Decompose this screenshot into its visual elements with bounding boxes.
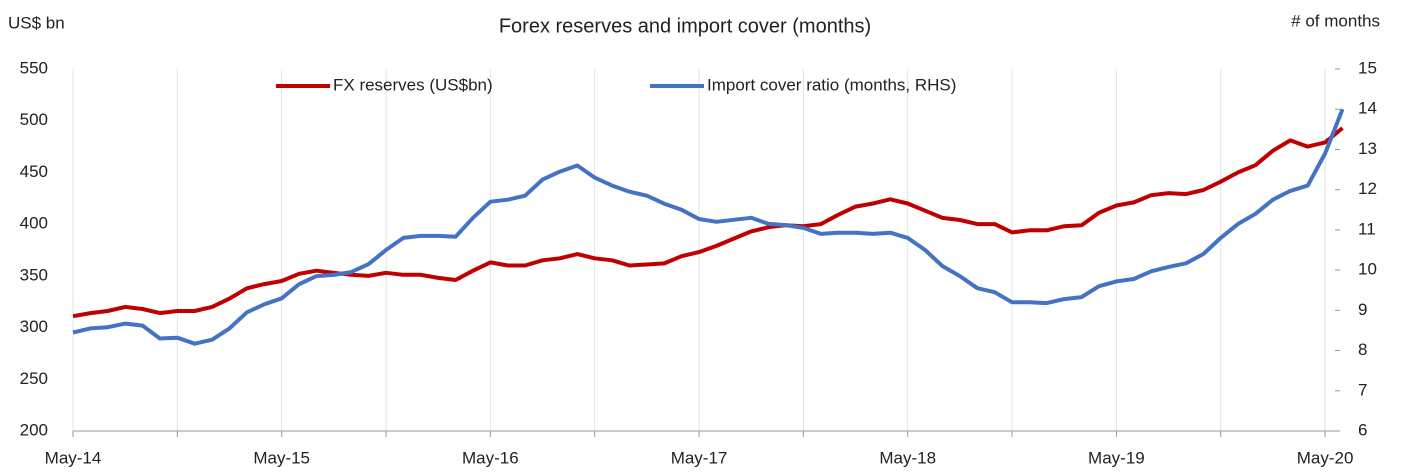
y-axis-label: US$ bn: [8, 13, 65, 32]
x-tick-label: May-20: [1297, 448, 1354, 467]
legend-label: FX reserves (US$bn): [333, 75, 493, 94]
y2-tick-label: 14: [1358, 99, 1377, 118]
y-tick-label: 450: [20, 162, 48, 181]
y2-tick-label: 9: [1358, 300, 1367, 319]
y-tick-label: 200: [20, 420, 48, 439]
x-tick-label: May-15: [253, 448, 310, 467]
y2-tick-label: 8: [1358, 340, 1367, 359]
x-tick-label: May-18: [879, 448, 936, 467]
y-tick-label: 500: [20, 110, 48, 129]
y-tick-label: 300: [20, 317, 48, 336]
y-tick-label: 400: [20, 214, 48, 233]
y-tick-label: 350: [20, 265, 48, 284]
y2-tick-label: 15: [1358, 58, 1377, 77]
y2-axis-label: # of months: [1291, 11, 1380, 30]
x-tick-label: May-14: [45, 448, 102, 467]
x-tick-label: May-16: [462, 448, 519, 467]
y2-tick-label: 7: [1358, 380, 1367, 399]
y2-tick-label: 11: [1358, 219, 1376, 238]
x-tick-label: May-17: [671, 448, 728, 467]
series-line: [72, 126, 1344, 319]
legend-label: Import cover ratio (months, RHS): [707, 75, 956, 94]
y2-tick-label: 13: [1358, 139, 1377, 158]
y2-tick-label: 12: [1358, 179, 1377, 198]
y-tick-label: 250: [20, 369, 48, 388]
y-tick-label: 550: [20, 58, 48, 77]
x-tick-label: May-19: [1088, 448, 1145, 467]
series-line: [72, 108, 1345, 346]
y2-tick-label: 10: [1358, 260, 1377, 279]
y2-tick-label: 6: [1358, 420, 1367, 439]
chart-title: Forex reserves and import cover (months): [499, 15, 871, 37]
